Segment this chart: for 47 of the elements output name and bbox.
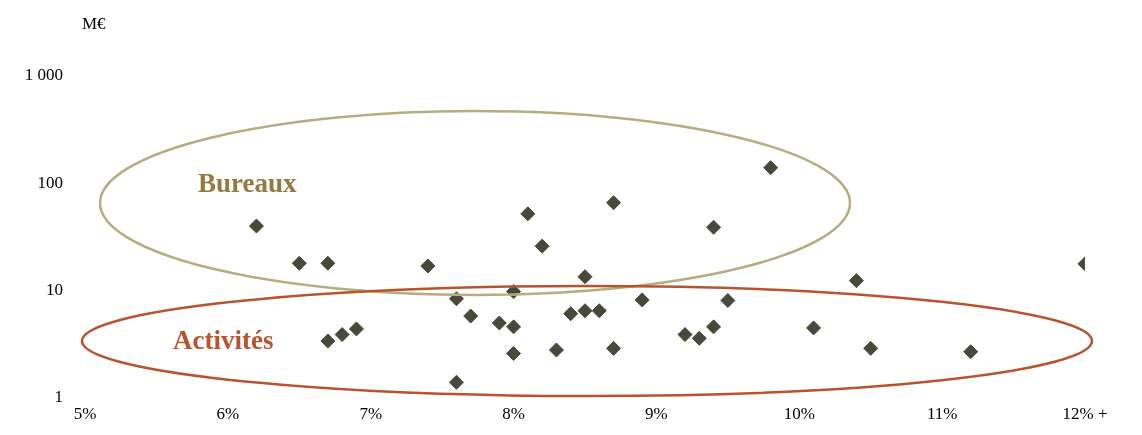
point <box>606 340 622 356</box>
point <box>506 319 522 335</box>
point <box>963 344 979 360</box>
point <box>506 345 522 361</box>
annotation: Activités <box>173 325 274 356</box>
y-axis-title: M€ <box>82 14 106 34</box>
point <box>706 219 722 235</box>
x-tick-label: 12% + <box>1062 403 1108 423</box>
point <box>706 319 722 335</box>
point <box>248 218 264 234</box>
point <box>848 273 864 289</box>
point <box>320 255 336 271</box>
y-tick-label: 100 <box>37 172 63 192</box>
y-tick-label: 1 000 <box>24 65 63 85</box>
x-tick-label: 10% <box>783 403 815 423</box>
point <box>577 303 593 319</box>
point <box>291 255 307 271</box>
point <box>591 303 607 319</box>
point <box>863 340 879 356</box>
point <box>520 206 536 222</box>
point <box>420 258 436 274</box>
point <box>548 342 564 358</box>
y-tick-label: 10 <box>46 280 63 300</box>
point <box>348 321 364 337</box>
point <box>806 320 822 336</box>
point <box>691 330 707 346</box>
point <box>463 308 479 324</box>
point <box>448 374 464 390</box>
point <box>606 195 622 211</box>
x-tick-label: 7% <box>359 403 383 423</box>
y-tick-label: 1 <box>54 387 63 407</box>
point <box>634 292 650 308</box>
x-tick-label: 6% <box>216 403 240 423</box>
x-tick-label: 9% <box>645 403 668 423</box>
annotation: Bureaux <box>198 168 297 199</box>
point <box>677 327 693 343</box>
x-tick-label: 8% <box>502 403 525 423</box>
point <box>534 238 550 254</box>
point <box>334 327 350 343</box>
point <box>577 269 593 285</box>
x-tick-label: 11% <box>926 403 958 423</box>
point <box>563 306 579 322</box>
point <box>491 315 507 331</box>
x-tick-label: 5% <box>73 403 97 423</box>
point <box>763 160 779 176</box>
point <box>320 333 336 349</box>
point <box>720 292 736 308</box>
